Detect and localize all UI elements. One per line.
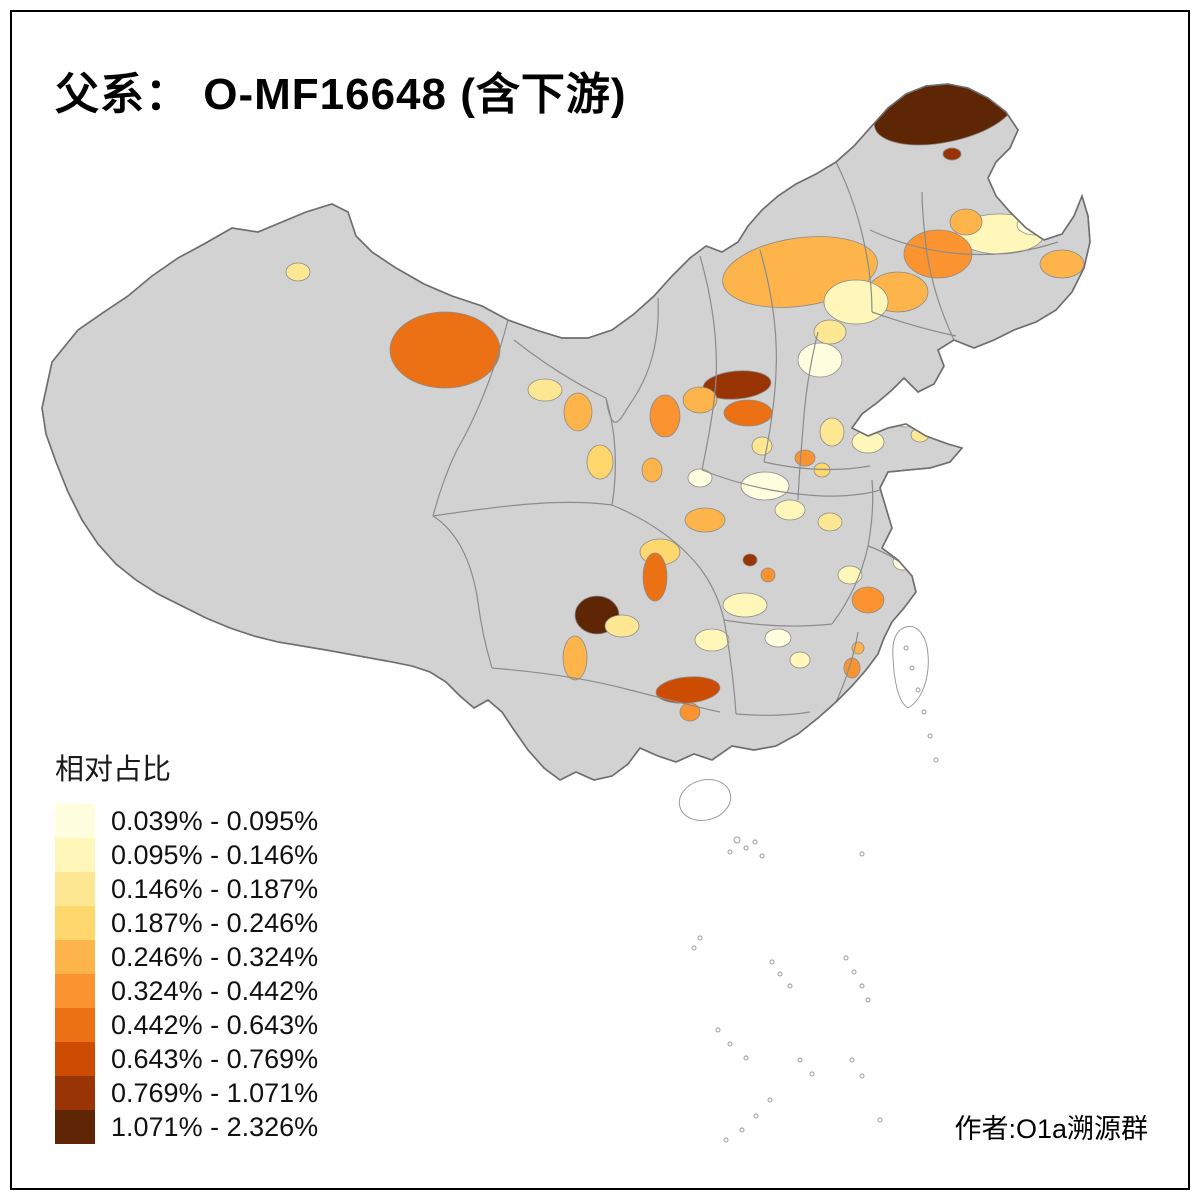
map-region [789,651,811,669]
author-credit: 作者:O1a溯源群 [954,1114,1148,1144]
legend-swatch [55,906,95,940]
map-region [642,552,668,602]
hainan-island [678,779,732,821]
map-region [563,392,593,432]
legend-swatch [55,804,95,838]
legend-rows: 0.039% - 0.095% 0.095% - 0.146% 0.146% - 0… [55,804,318,1144]
map-region [837,565,863,585]
map-region [910,427,930,443]
map-region [819,417,845,447]
map-region [817,512,843,532]
figure-title: 父系： O-MF16648 (含下游) [55,70,627,119]
legend-label: 0.146% - 0.187% [111,873,319,904]
map-region [764,628,792,648]
map-region [641,457,663,483]
map-region [949,208,983,236]
map-region [742,553,758,567]
legend: 相对占比 0.039% - 0.095% 0.095% - 0.146% 0.146… [55,746,318,1144]
map-region [694,628,730,652]
south-china-sea-islets [691,645,939,1143]
map-region [1039,249,1085,279]
map-region [823,279,889,325]
legend-row: 0.039% - 0.095% [55,804,318,838]
legend-row: 0.146% - 0.187% [55,872,318,906]
legend-swatch [55,838,95,872]
legend-label: 0.187% - 0.246% [111,907,319,938]
province-borders [432,161,1059,716]
legend-row: 0.095% - 0.146% [55,838,318,872]
map-region [684,507,726,533]
legend-swatch [55,940,95,974]
national-outline [41,83,1091,781]
legend-row: 0.643% - 0.769% [55,1042,318,1076]
map-region [604,614,640,638]
map-region [723,399,773,427]
legend-swatch [55,1042,95,1076]
map-region [285,262,311,282]
map-region [797,342,843,378]
map-region [740,471,790,501]
map-region [892,553,914,571]
map-region [774,499,806,521]
legend-swatch [55,1110,95,1144]
map-region [562,635,588,681]
map-region [687,468,713,488]
map-region [851,430,885,454]
legend-row: 0.324% - 0.442% [55,974,318,1008]
legend-title: 相对占比 [55,754,172,786]
legend-row: 0.246% - 0.324% [55,940,318,974]
map-region [942,147,962,161]
legend-label: 0.039% - 0.095% [111,805,319,836]
legend-row: 0.442% - 0.643% [55,1008,318,1042]
legend-label: 0.769% - 1.071% [111,1077,319,1108]
map-region [586,444,614,480]
legend-swatch [55,1076,95,1110]
legend-row: 1.071% - 2.326% [55,1110,318,1144]
legend-swatch [55,974,95,1008]
map-region [751,436,773,456]
legend-row: 0.769% - 1.071% [55,1076,318,1110]
legend-label: 0.246% - 0.324% [111,941,319,972]
map-region [527,378,563,402]
map-region [649,394,681,438]
map-region [722,592,768,618]
mainland-outline [41,83,1091,781]
legend-swatch [55,1008,95,1042]
map-region [851,586,885,614]
legend-row: 0.187% - 0.246% [55,906,318,940]
colored-regions [285,84,1085,722]
legend-label: 0.095% - 0.146% [111,839,319,870]
map-region [760,567,776,583]
map-region [679,702,701,722]
map-region [813,319,847,345]
map-region [794,449,816,467]
legend-label: 0.324% - 0.442% [111,975,319,1006]
legend-label: 0.442% - 0.643% [111,1009,319,1040]
legend-label: 1.071% - 2.326% [111,1111,319,1142]
legend-swatch [55,872,95,906]
legend-label: 0.643% - 0.769% [111,1043,319,1074]
map-region [682,386,718,414]
map-region [389,311,501,389]
